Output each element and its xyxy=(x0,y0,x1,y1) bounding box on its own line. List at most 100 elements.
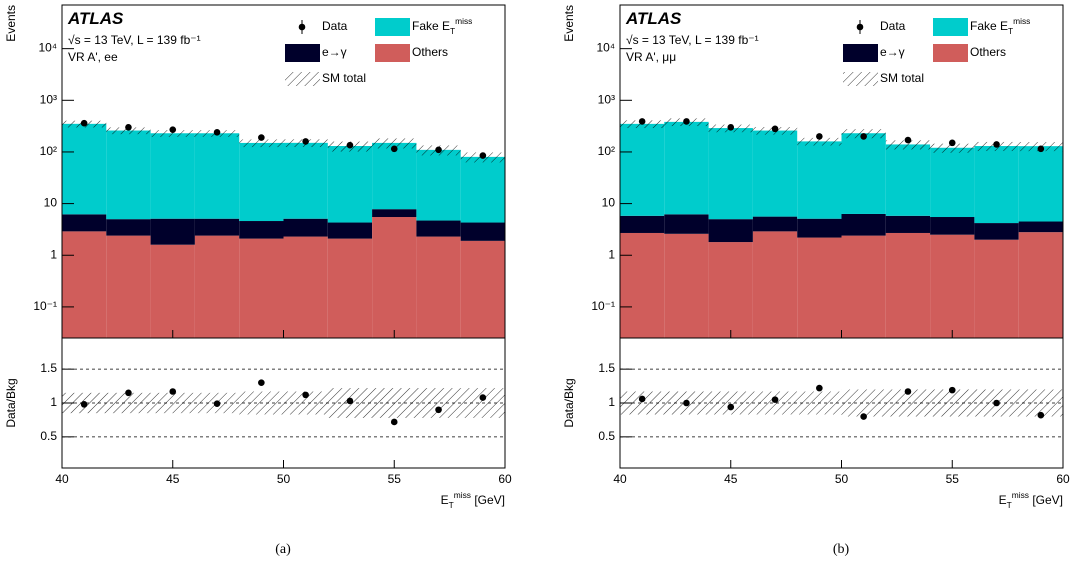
stack-segment xyxy=(62,231,107,338)
annotation: VR A', ee xyxy=(68,50,118,64)
y-tick-label: 10² xyxy=(598,144,615,158)
legend-label: Data xyxy=(880,19,906,33)
data-point xyxy=(904,388,912,395)
stack-segment xyxy=(797,141,842,219)
data-point xyxy=(948,139,956,147)
stack-segment xyxy=(460,240,505,338)
y-tick-label: 1.5 xyxy=(40,361,57,375)
x-tick-label: 40 xyxy=(55,472,69,486)
y-tick-label: 10 xyxy=(602,196,616,210)
stack-segment xyxy=(106,219,151,236)
data-point xyxy=(638,395,646,403)
y-tick-label: 10⁴ xyxy=(596,41,615,55)
stack-segment xyxy=(327,222,373,239)
y-axis-label: Data/Bkg xyxy=(4,378,18,427)
data-point xyxy=(346,397,354,405)
stack-segment xyxy=(841,133,886,214)
legend-label: Fake ETmiss xyxy=(970,16,1030,36)
x-tick-label: 60 xyxy=(498,472,512,486)
legend-label: SM total xyxy=(322,71,366,85)
y-tick-label: 10⁴ xyxy=(38,41,57,55)
y-tick-label: 10³ xyxy=(598,92,615,106)
stack-segment xyxy=(708,219,753,243)
sm-total-band xyxy=(372,138,417,149)
plot-frame xyxy=(61,337,506,469)
data-point xyxy=(125,389,132,397)
y-tick-label: 1 xyxy=(50,247,57,261)
sm-total-band xyxy=(620,391,665,415)
stack-segment xyxy=(930,234,975,338)
data-point xyxy=(727,124,735,131)
stack-segment xyxy=(416,236,461,338)
data-point xyxy=(80,401,88,408)
data-point xyxy=(435,406,442,414)
stack-segment xyxy=(460,156,505,223)
data-point xyxy=(1037,411,1045,419)
y-axis-label: Events xyxy=(4,5,18,42)
stack-segment xyxy=(664,233,709,338)
data-point xyxy=(258,379,265,386)
stack-segment xyxy=(797,237,842,338)
stack-segment xyxy=(327,238,373,338)
y-tick-label: 1 xyxy=(608,395,615,409)
stack-segment xyxy=(150,218,195,245)
y-tick-label: 1 xyxy=(608,247,615,261)
stack-segment xyxy=(974,239,1019,338)
data-point xyxy=(1037,145,1045,153)
legend-label: Others xyxy=(970,45,1006,59)
stack-segment xyxy=(1018,232,1063,338)
stack-segment xyxy=(194,133,240,219)
legend-label: e→γ xyxy=(880,45,905,59)
data-point xyxy=(435,146,442,154)
data-point xyxy=(727,403,735,411)
stack-segment xyxy=(106,130,151,220)
stack-segment xyxy=(841,235,886,338)
y-tick-label: 1 xyxy=(50,395,57,409)
stack-segment xyxy=(372,217,417,338)
stack-segment xyxy=(974,223,1019,240)
stack-segment xyxy=(752,216,798,232)
stack-segment xyxy=(885,232,931,338)
stack-segment xyxy=(416,220,461,237)
data-point xyxy=(390,145,398,153)
data-point xyxy=(258,134,265,141)
stack-segment xyxy=(974,146,1019,224)
data-point xyxy=(771,125,779,133)
x-axis-label: ETmiss [GeV] xyxy=(999,490,1063,510)
data-point xyxy=(125,124,132,131)
legend-swatch xyxy=(375,44,410,62)
stack-segment xyxy=(708,128,753,220)
x-tick-label: 45 xyxy=(724,472,738,486)
y-tick-label: 10 xyxy=(44,196,58,210)
annotation: √s = 13 TeV, L = 139 fb⁻¹ xyxy=(68,33,201,47)
stack-segment xyxy=(150,133,195,219)
stack-segment xyxy=(239,238,284,338)
data-point xyxy=(816,133,823,140)
data-point xyxy=(479,394,487,401)
x-tick-label: 60 xyxy=(1056,472,1070,486)
sm-total-band xyxy=(239,139,284,148)
y-axis-label: Data/Bkg xyxy=(562,378,576,427)
data-point xyxy=(683,399,690,407)
stack-segment xyxy=(283,236,328,338)
data-point xyxy=(904,136,912,144)
y-tick-label: 0.5 xyxy=(598,429,615,443)
y-tick-label: 10³ xyxy=(40,92,57,106)
stack-segment xyxy=(752,130,798,217)
y-tick-label: 10⁻¹ xyxy=(591,299,615,313)
stack-segment xyxy=(372,209,417,218)
stack-segment xyxy=(620,232,665,338)
experiment-label: ATLAS xyxy=(625,9,682,28)
stack-segment xyxy=(664,121,709,215)
stack-segment xyxy=(194,235,240,338)
stack-segment xyxy=(841,213,886,236)
stack-segment xyxy=(460,222,505,241)
sm-total-band xyxy=(797,137,842,146)
data-point xyxy=(169,126,177,133)
x-tick-label: 50 xyxy=(835,472,849,486)
stack-segment xyxy=(930,217,975,235)
x-tick-label: 45 xyxy=(166,472,180,486)
data-point xyxy=(771,396,779,403)
sm-total-band xyxy=(885,140,931,150)
